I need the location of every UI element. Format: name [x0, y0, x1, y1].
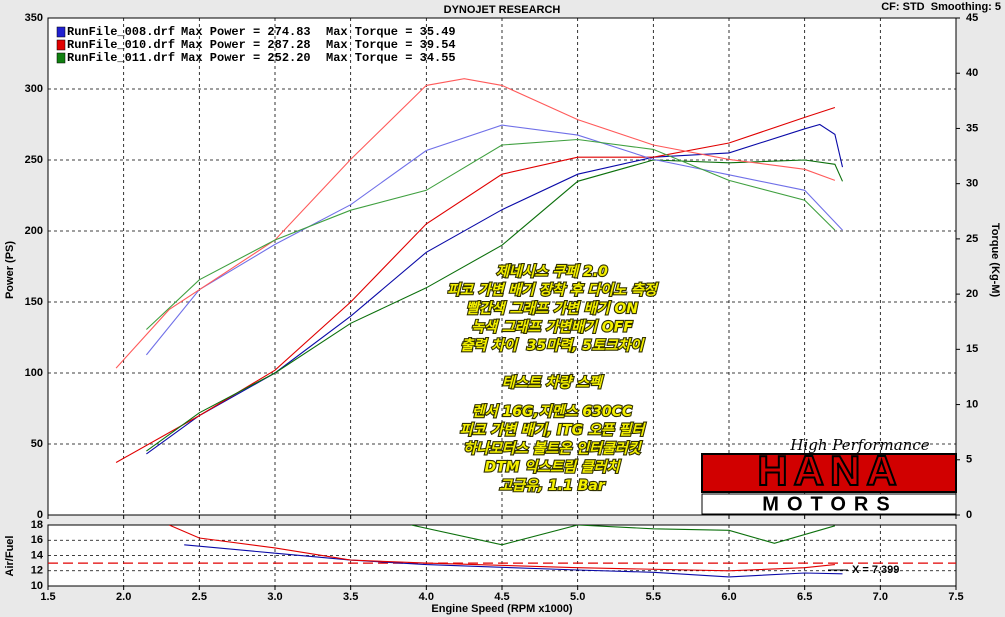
series-group	[115, 78, 844, 463]
y2-tick-label: 20	[966, 288, 978, 300]
y2-tick-label: 35	[966, 122, 978, 134]
logo-script: High Performance	[789, 436, 929, 454]
y-tick-label: 50	[31, 438, 43, 450]
x-tick-label: 3.5	[343, 591, 358, 603]
x-tick-label: 7.0	[873, 591, 888, 603]
y2-tick-label: 45	[966, 12, 978, 24]
legend-power: Max Power = 287.28	[181, 38, 311, 52]
y-tick-label: 10	[31, 580, 43, 592]
x-tick-label: 6.5	[797, 591, 812, 603]
x-tick-label: 4.0	[419, 591, 434, 603]
series-group	[168, 525, 843, 578]
logo-main: HANA	[757, 447, 902, 494]
legend-swatch	[56, 26, 66, 38]
series-line	[146, 138, 836, 330]
y2-tick-label: 0	[966, 509, 972, 521]
note-line: 녹색 그래프 가변배기 OFF	[471, 320, 633, 336]
legend-torque: Max Torque = 35.49	[326, 25, 456, 39]
y-tick-label: 300	[25, 83, 43, 95]
y-tick-label: 150	[25, 296, 43, 308]
series-line	[168, 525, 835, 572]
sub-y-axis-label: Air/Fuel	[4, 536, 16, 577]
logo-stripe	[701, 493, 957, 515]
series-line	[115, 106, 836, 463]
y-tick-label: 14	[31, 549, 44, 561]
note-line: 빨간색 그래프 가변 배기 ON	[466, 301, 638, 317]
y2-tick-label: 15	[966, 343, 978, 355]
note-line: DTM 익스트림 클러치	[484, 460, 621, 476]
legend-power: Max Power = 274.83	[181, 25, 311, 39]
x-tick-label: 6.0	[721, 591, 736, 603]
header-title: DYNOJET RESEARCH	[444, 4, 561, 16]
x-tick-label: 2.0	[116, 591, 131, 603]
series-line	[146, 159, 844, 452]
y-tick-label: 16	[31, 534, 43, 546]
x-tick-label: 2.5	[192, 591, 207, 603]
note-line: 제네시스 쿠페 2.0	[496, 264, 608, 280]
x-tick-label: 4.5	[494, 591, 509, 603]
legend-name: RunFile_011.drf	[67, 51, 175, 65]
legend-power: Max Power = 252.20	[181, 51, 311, 65]
legend-swatch	[56, 52, 66, 64]
series-line	[115, 78, 836, 369]
series-line	[184, 544, 843, 578]
legend-name: RunFile_008.drf	[67, 25, 175, 39]
note-line: 렌서 16G,지멘스 630CC	[472, 404, 633, 420]
note-line: 출력 차이 35마력, 5토크차이	[461, 338, 646, 354]
y-axis-label: Power (PS)	[4, 241, 16, 299]
logo-band	[701, 453, 957, 493]
y-tick-label: 250	[25, 154, 43, 166]
legend-swatch	[56, 39, 66, 51]
header-settings: CF: STD Smoothing: 5	[881, 1, 1001, 13]
series-line	[411, 525, 836, 546]
x-tick-label: 3.0	[267, 591, 282, 603]
logo: HANA MOTORS High Performance	[701, 436, 957, 515]
panel: 1.5 2.0 2.5 3.0 3.5 4.0 4.5 5.0 5.5 6.0 6.5 7.0 7.5 1…	[31, 519, 964, 603]
y2-axis-label: Torque (Kg-M)	[989, 223, 1001, 298]
y-tick-label: 350	[25, 12, 43, 24]
series-line	[145, 124, 843, 356]
y-tick-label: 100	[25, 367, 43, 379]
legend-torque: Max Torque = 39.54	[326, 38, 456, 52]
note-line: 피코 가변 배기, ITG 오픈 필터	[460, 423, 647, 439]
y-tick-label: 0	[37, 509, 43, 521]
y2-tick-label: 40	[966, 67, 978, 79]
y2-tick-label: 10	[966, 398, 978, 410]
y-tick-label: 12	[31, 565, 43, 577]
panel: 0 50 100 150 200 250 300 350 0 5 10 15 20 25 30 35 40 45 R…	[25, 12, 979, 521]
y-tick-label: 18	[31, 519, 43, 531]
logo-sub: MOTORS	[762, 493, 897, 515]
x-tick-label: 5.5	[646, 591, 661, 603]
legend-name: RunFile_010.drf	[67, 38, 175, 52]
y2-tick-label: 5	[966, 454, 972, 466]
x-tick-label: 1.5	[40, 591, 55, 603]
note-line: 하나모터스 볼트온 인터쿨러킷	[463, 441, 642, 457]
note-line: 고급유, 1.1 Bar	[499, 478, 606, 494]
annotation: X = 7.399	[852, 564, 899, 576]
y-tick-label: 200	[25, 225, 43, 237]
y2-tick-label: 30	[966, 178, 978, 190]
x-tick-label: 5.0	[570, 591, 585, 603]
note-line: 피코 가변 배기 장착 후 다이노 측정	[447, 283, 659, 299]
x-tick-label: 7.5	[948, 591, 963, 603]
note-line: 테스트 차량 스펙	[502, 375, 604, 391]
legend-torque: Max Torque = 34.55	[326, 51, 456, 65]
x-axis-label: Engine Speed (RPM x1000)	[431, 603, 573, 615]
y2-tick-label: 25	[966, 233, 978, 245]
